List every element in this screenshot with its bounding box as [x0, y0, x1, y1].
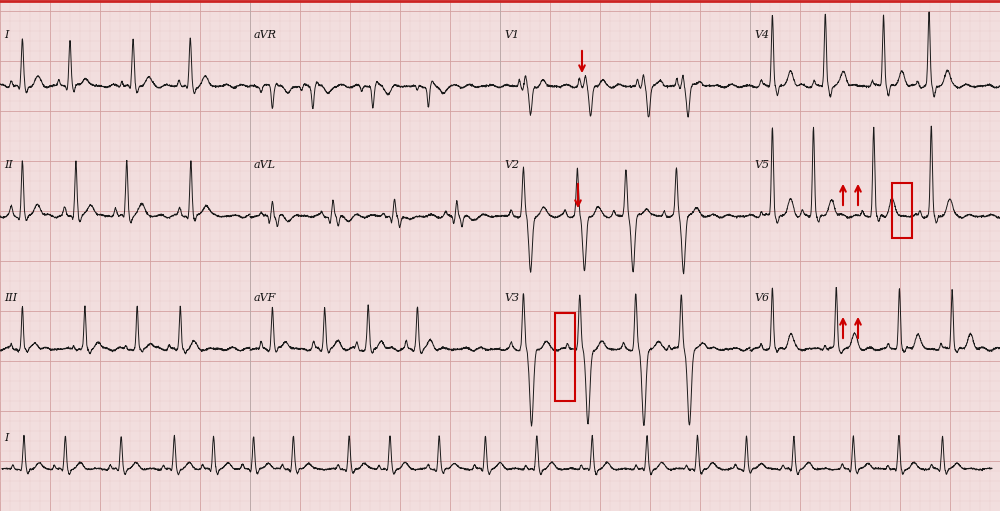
Bar [555, 313, 575, 401]
Text: V6: V6 [754, 293, 769, 303]
Text: aVL: aVL [254, 160, 276, 170]
Text: I: I [4, 30, 8, 40]
Text: V4: V4 [754, 30, 769, 40]
Text: V1: V1 [504, 30, 519, 40]
Text: III: III [4, 293, 17, 303]
Text: II: II [4, 160, 13, 170]
Text: I: I [4, 433, 8, 443]
Text: V5: V5 [754, 160, 769, 170]
Text: V2: V2 [504, 160, 519, 170]
Text: aVF: aVF [254, 293, 276, 303]
Bar [892, 183, 912, 238]
Text: aVR: aVR [254, 30, 277, 40]
Text: V3: V3 [504, 293, 519, 303]
